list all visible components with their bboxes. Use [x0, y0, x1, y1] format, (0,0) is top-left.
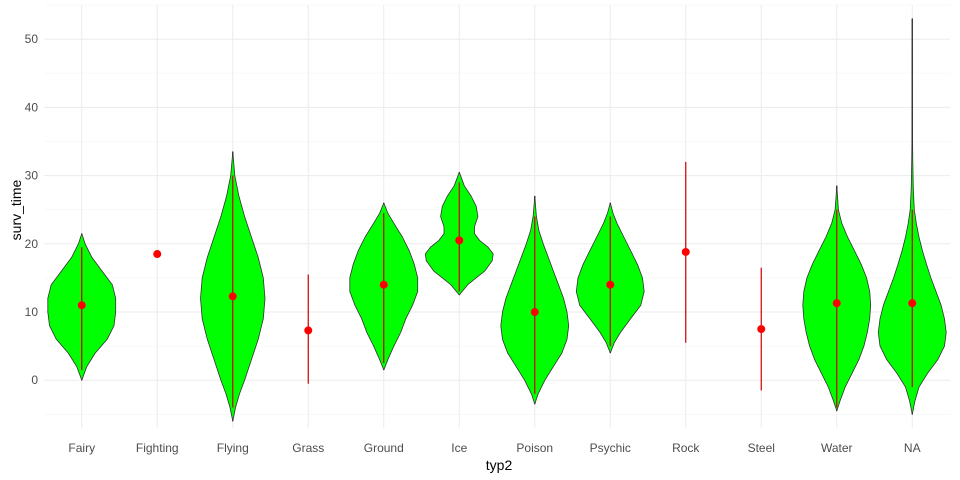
x-tick-label: Flying [217, 441, 249, 455]
grid [44, 4, 950, 428]
mean-point [77, 301, 86, 310]
x-tick-label: NA [904, 441, 921, 455]
x-tick-label: Ground [364, 441, 404, 455]
mean-point [757, 325, 766, 334]
x-tick-label: Grass [292, 441, 324, 455]
y-tick-label: 0 [31, 373, 38, 387]
x-tick-labels: Fairy Fighting Flying Grass Ground Ice Poison P… [68, 441, 920, 455]
y-tick-labels: 0 10 20 30 40 50 [25, 32, 39, 387]
y-tick-label: 20 [25, 237, 39, 251]
x-tick-label: Fairy [68, 441, 95, 455]
y-tick-label: 50 [25, 32, 39, 46]
y-tick-label: 10 [25, 305, 39, 319]
mean-point [530, 308, 539, 317]
range-lines [81, 161, 913, 408]
y-axis-title: surv_time [8, 179, 24, 240]
mean-points [77, 236, 917, 335]
x-tick-label: Fighting [136, 441, 179, 455]
x-tick-label: Psychic [590, 441, 631, 455]
mean-point [606, 280, 615, 289]
x-tick-label: Poison [516, 441, 553, 455]
mean-point [455, 236, 464, 245]
x-tick-label: Steel [748, 441, 775, 455]
y-tick-label: 40 [25, 100, 39, 114]
mean-point [304, 326, 313, 335]
violins [47, 18, 947, 422]
mean-point [908, 299, 917, 308]
mean-point [153, 250, 162, 259]
y-tick-label: 30 [25, 169, 39, 183]
x-tick-label: Ice [451, 441, 467, 455]
x-tick-label: Rock [672, 441, 700, 455]
mean-point [228, 292, 237, 301]
mean-point [832, 299, 841, 308]
x-tick-label: Water [821, 441, 853, 455]
x-axis-title: typ2 [486, 457, 513, 473]
mean-point [681, 247, 690, 256]
mean-point [379, 280, 388, 289]
